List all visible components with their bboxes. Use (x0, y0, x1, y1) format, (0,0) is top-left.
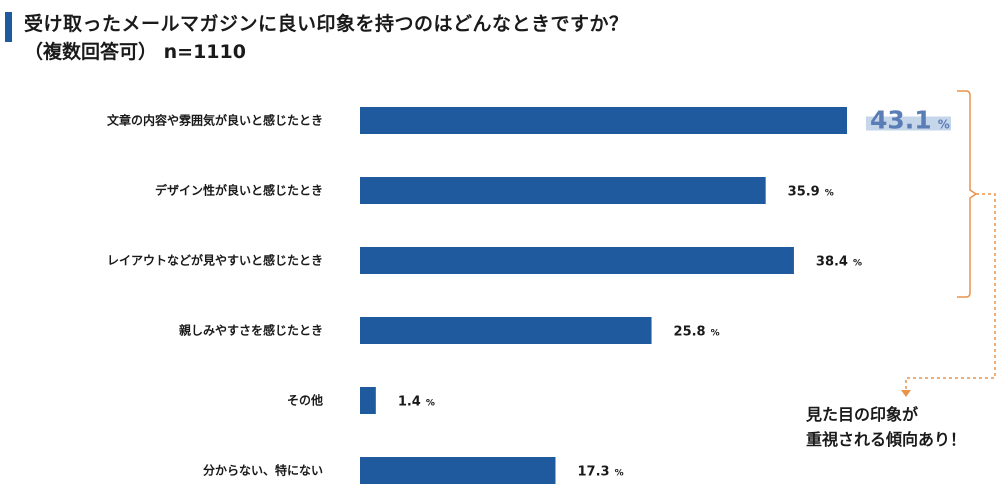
value-label: 25.8% (674, 325, 720, 340)
value-label: 35.9% (788, 185, 834, 200)
percent-sign: % (711, 329, 720, 339)
page-title: 受け取ったメールマガジンに良い印象を持つのはどんなときですか？ (24, 13, 629, 35)
bar (360, 177, 766, 204)
percent-sign: % (938, 118, 950, 132)
category-label: 文章の内容や雰囲気が良いと感じたとき (107, 113, 323, 128)
bar (360, 457, 556, 484)
category-label: レイアウトなどが見やすいと感じたとき (107, 253, 323, 268)
chart-annotations: 43.1% (866, 90, 996, 397)
bar (360, 387, 376, 414)
category-label: デザイン性が良いと感じたとき (155, 183, 323, 198)
subtitle-note: （複数回答可） (24, 41, 158, 63)
arrow-head-icon (901, 390, 911, 397)
title-accent-bar (5, 12, 12, 42)
value-label: 1.4% (398, 395, 435, 410)
percent-sign: % (615, 469, 624, 479)
value-label: 38.4% (816, 255, 862, 270)
callout-text: 見た目の印象が 重視される傾向あり！ (806, 402, 966, 452)
highlight-band (866, 116, 952, 131)
percent-sign: % (825, 189, 834, 199)
bar (360, 107, 848, 134)
group-bracket (957, 90, 978, 298)
callout-line-1: 見た目の印象が (806, 405, 919, 424)
percent-sign: % (426, 399, 435, 409)
value-label: 17.3% (577, 465, 623, 480)
category-label: 親しみやすさを感じたとき (179, 323, 323, 338)
page-subtitle: （複数回答可） n=1110 (24, 37, 246, 64)
category-label: その他 (287, 393, 323, 408)
category-label: 分からない、特にない (203, 463, 323, 478)
callout-connector (905, 193, 996, 391)
percent-sign: % (853, 259, 862, 269)
value-label: 43.1% (870, 106, 950, 135)
bar (360, 317, 652, 344)
bar (360, 247, 794, 274)
sample-size: n=1110 (163, 41, 246, 63)
callout-line-2: 重視される傾向あり！ (806, 430, 967, 449)
